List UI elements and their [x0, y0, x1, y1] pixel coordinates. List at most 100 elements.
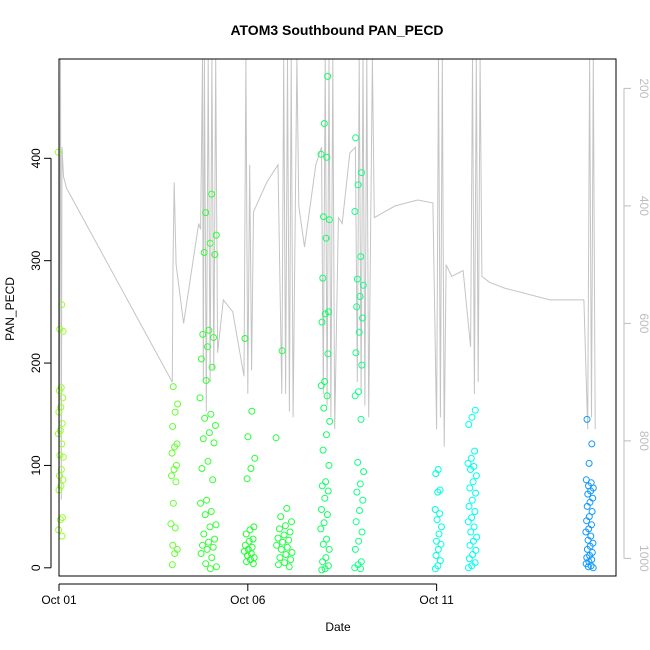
data-point: [247, 465, 255, 472]
data-point: [206, 565, 214, 573]
data-point: [470, 523, 478, 531]
data-point: [210, 439, 218, 447]
data-point: [359, 314, 366, 322]
data-point: [353, 275, 361, 283]
data-point: [464, 459, 472, 467]
data-point: [321, 565, 329, 573]
y-axis-label: PAN_PECD: [3, 277, 17, 341]
data-point: [202, 377, 210, 384]
data-point: [273, 541, 281, 549]
data-point: [467, 466, 474, 473]
data-point: [471, 406, 479, 414]
x-tick-label: Oct 01: [41, 593, 77, 607]
data-point: [583, 545, 591, 553]
data-point: [467, 454, 475, 462]
pressure-trace-line: [58, 58, 596, 559]
data-point: [354, 458, 362, 466]
data-point: [208, 190, 216, 198]
data-point: [211, 422, 219, 429]
data-point: [288, 518, 295, 526]
data-point: [436, 510, 444, 518]
data-point: [287, 556, 295, 564]
data-point: [57, 466, 65, 473]
data-point: [272, 434, 280, 442]
data-point: [438, 523, 445, 531]
data-point: [207, 508, 215, 515]
data-point: [246, 526, 254, 534]
data-point: [432, 470, 440, 478]
data-point: [203, 496, 211, 504]
data-point: [249, 560, 257, 568]
data-point: [201, 414, 209, 422]
data-point: [57, 482, 65, 490]
data-point: [471, 508, 479, 515]
data-point: [204, 343, 211, 351]
secondary-axis-tick-label: 400: [637, 196, 650, 216]
data-point: [59, 453, 67, 461]
data-point: [356, 507, 363, 514]
data-point: [585, 459, 593, 467]
data-point: [321, 310, 329, 318]
data-point: [283, 504, 291, 512]
data-point: [275, 525, 283, 533]
data-point: [465, 564, 472, 572]
data-point: [324, 487, 332, 495]
data-point: [433, 516, 441, 524]
data-point: [583, 502, 591, 510]
data-point: [583, 415, 591, 423]
data-point: [167, 520, 175, 528]
data-point: [206, 523, 214, 531]
data-point: [358, 528, 366, 536]
data-point: [204, 457, 212, 465]
data-point: [323, 535, 331, 543]
data-point: [318, 318, 326, 326]
data-point: [211, 251, 219, 258]
data-point: [471, 447, 479, 455]
data-point: [465, 421, 473, 428]
data-point: [200, 249, 208, 256]
data-point: [353, 303, 361, 311]
data-point: [352, 349, 360, 357]
data-point: [434, 545, 442, 553]
data-point: [174, 400, 182, 408]
data-point: [584, 563, 592, 571]
data-point: [209, 543, 217, 551]
data-point: [59, 394, 67, 402]
data-point: [205, 326, 213, 334]
data-point: [54, 430, 62, 438]
data-point: [358, 361, 366, 369]
data-point: [197, 550, 205, 557]
data-point: [279, 538, 287, 546]
data-point: [588, 440, 596, 448]
data-point: [589, 564, 597, 572]
data-point: [281, 559, 289, 567]
data-point: [360, 468, 368, 476]
data-point: [245, 537, 253, 545]
secondary-axis-tick-label: 800: [637, 431, 650, 451]
y-tick-label: 300: [29, 250, 43, 270]
data-point: [435, 530, 443, 538]
data-point: [323, 392, 331, 400]
x-tick-label: Oct 11: [419, 593, 454, 607]
data-point: [200, 530, 208, 538]
data-point: [169, 541, 177, 549]
data-point: [319, 540, 327, 548]
data-point: [171, 550, 179, 557]
y-tick-label: 100: [29, 455, 43, 475]
data-point: [285, 536, 293, 544]
data-point: [199, 541, 206, 549]
data-point: [207, 410, 215, 418]
data-point: [321, 494, 329, 502]
data-point: [357, 565, 364, 573]
data-point: [57, 516, 64, 524]
data-point: [466, 541, 474, 549]
data-point: [431, 506, 439, 513]
data-point: [324, 72, 332, 80]
data-point: [171, 408, 179, 416]
plot-frame: [58, 58, 617, 577]
data-point: [320, 213, 327, 221]
data-point: [319, 558, 327, 566]
data-point: [59, 327, 67, 335]
data-point: [434, 488, 442, 496]
